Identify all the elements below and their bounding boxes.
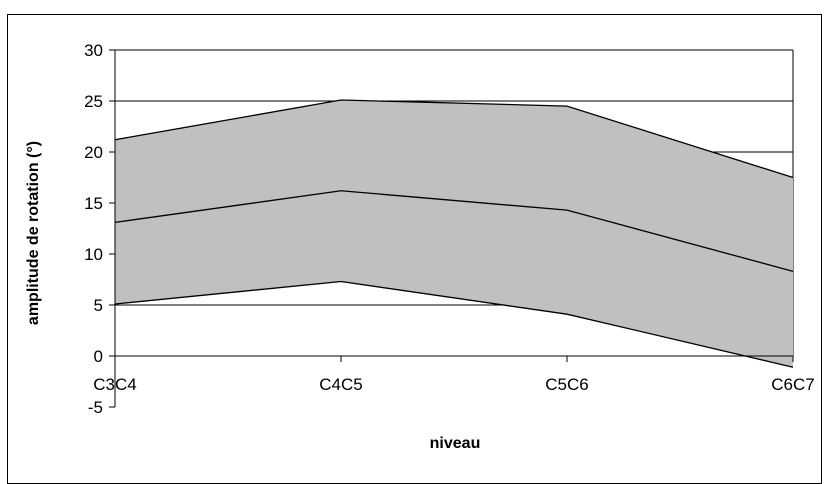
y-tick-label: 5 (94, 296, 103, 315)
y-axis-label: amplitude de rotation (°) (25, 141, 42, 325)
axes (109, 49, 794, 408)
y-tick-label: 15 (84, 194, 103, 213)
y-tick-label: 0 (94, 347, 103, 366)
y-tick-labels: -5 0 5 10 15 20 25 30 (84, 41, 103, 417)
x-axis-label: niveau (430, 435, 481, 452)
x-tick-label: C3C4 (93, 375, 136, 394)
series-line-2 (114, 190, 794, 272)
band-area (115, 99, 793, 368)
series-lines (114, 99, 794, 368)
x-tick-label: C5C6 (545, 375, 588, 394)
y-tick-label: 30 (84, 41, 103, 60)
series-line-1 (114, 99, 794, 179)
x-tick-label: C4C5 (319, 375, 362, 394)
y-tick-label: 20 (84, 143, 103, 162)
series-line-3 (114, 280, 794, 368)
x-tick-label: C6C7 (771, 375, 814, 394)
y-tick-label: 25 (84, 92, 103, 111)
range-band (115, 99, 793, 368)
x-tick-labels: C3C4 C4C5 C5C6 C6C7 (93, 375, 814, 394)
y-tick-label: -5 (88, 398, 103, 417)
y-tick-label: 10 (84, 245, 103, 264)
